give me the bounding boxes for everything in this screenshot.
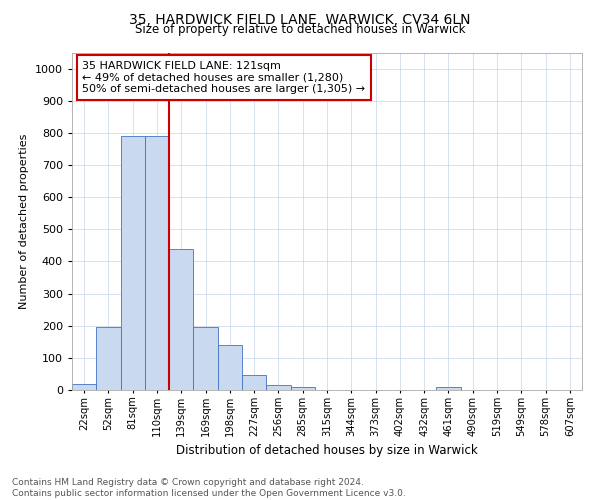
Bar [121, 136, 145, 390]
Bar [218, 345, 242, 390]
Bar [169, 248, 193, 390]
Bar [72, 384, 96, 390]
Bar [436, 387, 461, 390]
Text: 35 HARDWICK FIELD LANE: 121sqm
← 49% of detached houses are smaller (1,280)
50% : 35 HARDWICK FIELD LANE: 121sqm ← 49% of … [82, 61, 365, 94]
Bar [266, 384, 290, 390]
Text: 35, HARDWICK FIELD LANE, WARWICK, CV34 6LN: 35, HARDWICK FIELD LANE, WARWICK, CV34 6… [129, 12, 471, 26]
Bar [96, 328, 121, 390]
Y-axis label: Number of detached properties: Number of detached properties [19, 134, 29, 309]
Text: Size of property relative to detached houses in Warwick: Size of property relative to detached ho… [135, 22, 465, 36]
Bar [145, 136, 169, 390]
X-axis label: Distribution of detached houses by size in Warwick: Distribution of detached houses by size … [176, 444, 478, 458]
Text: Contains HM Land Registry data © Crown copyright and database right 2024.
Contai: Contains HM Land Registry data © Crown c… [12, 478, 406, 498]
Bar [193, 328, 218, 390]
Bar [242, 375, 266, 390]
Bar [290, 387, 315, 390]
